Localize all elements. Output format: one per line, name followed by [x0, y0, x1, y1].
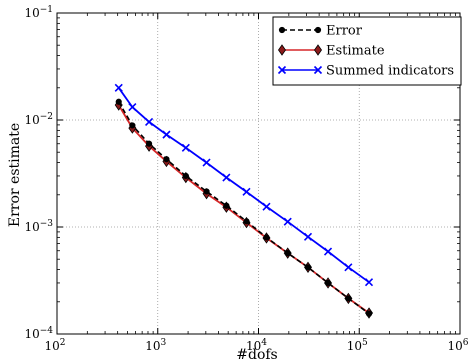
data-point	[283, 217, 292, 226]
x-tick-label: 104	[246, 338, 267, 353]
data-point	[278, 26, 286, 34]
data-point	[114, 83, 123, 92]
data-point	[145, 117, 154, 126]
data-point	[181, 143, 190, 152]
series-line	[117, 87, 370, 283]
y-tick-label: 10−2	[24, 112, 53, 127]
y-tick-label: 10−4	[24, 326, 53, 341]
data-point	[303, 232, 313, 241]
legend-entry: Summed indicators	[277, 64, 454, 79]
data-point	[128, 103, 137, 112]
data-point	[304, 264, 312, 271]
data-point	[284, 250, 291, 257]
data-point	[323, 247, 333, 256]
data-point	[223, 202, 230, 209]
data-point	[314, 44, 322, 56]
legend-entry: Error	[278, 24, 363, 39]
series-layer	[114, 83, 374, 319]
legend-box	[272, 16, 462, 86]
grid-lines	[57, 13, 460, 334]
y-axis-label: Error estimate	[7, 123, 23, 227]
tick-labels: 102 103 104 105 106 10−4 10−3 10−2 10−1	[24, 5, 468, 353]
y-tick-label: 10−1	[24, 5, 53, 20]
series-line	[118, 101, 370, 315]
legend: Error Estimate Summed indicators	[272, 16, 462, 86]
legend-label: Summed indicators	[326, 64, 454, 79]
x-tick-label: 105	[347, 338, 368, 353]
data-point	[324, 279, 332, 287]
data-point	[162, 130, 171, 139]
legend-label: Estimate	[326, 44, 385, 59]
legend-label: Error	[326, 24, 363, 39]
axis-ticks	[56, 12, 461, 335]
data-point	[243, 218, 250, 225]
data-point	[365, 310, 373, 317]
data-point	[202, 158, 211, 167]
data-point	[314, 26, 322, 34]
data-point	[262, 202, 271, 211]
data-point	[222, 173, 231, 182]
series-summed-indicators	[114, 83, 374, 287]
x-axis-label: #dofs	[236, 347, 278, 363]
data-point	[203, 188, 210, 195]
y-tick-label: 10−3	[24, 219, 53, 234]
data-point	[115, 98, 122, 105]
data-point	[313, 65, 323, 75]
data-point	[163, 156, 170, 163]
series-error	[115, 98, 373, 317]
series-line	[117, 104, 370, 314]
data-point	[364, 278, 374, 287]
data-point	[263, 234, 270, 241]
data-point	[182, 172, 189, 180]
data-point	[145, 140, 153, 147]
x-tick-label: 103	[145, 338, 166, 353]
x-tick-label: 106	[447, 338, 468, 353]
data-point	[278, 44, 286, 56]
data-point	[242, 187, 251, 196]
data-point	[345, 295, 352, 302]
data-point	[277, 65, 287, 75]
data-point	[129, 122, 136, 129]
data-point	[344, 263, 353, 272]
legend-entry: Estimate	[278, 44, 385, 59]
series-estimate	[114, 99, 374, 319]
x-tick-label: 102	[44, 338, 65, 353]
